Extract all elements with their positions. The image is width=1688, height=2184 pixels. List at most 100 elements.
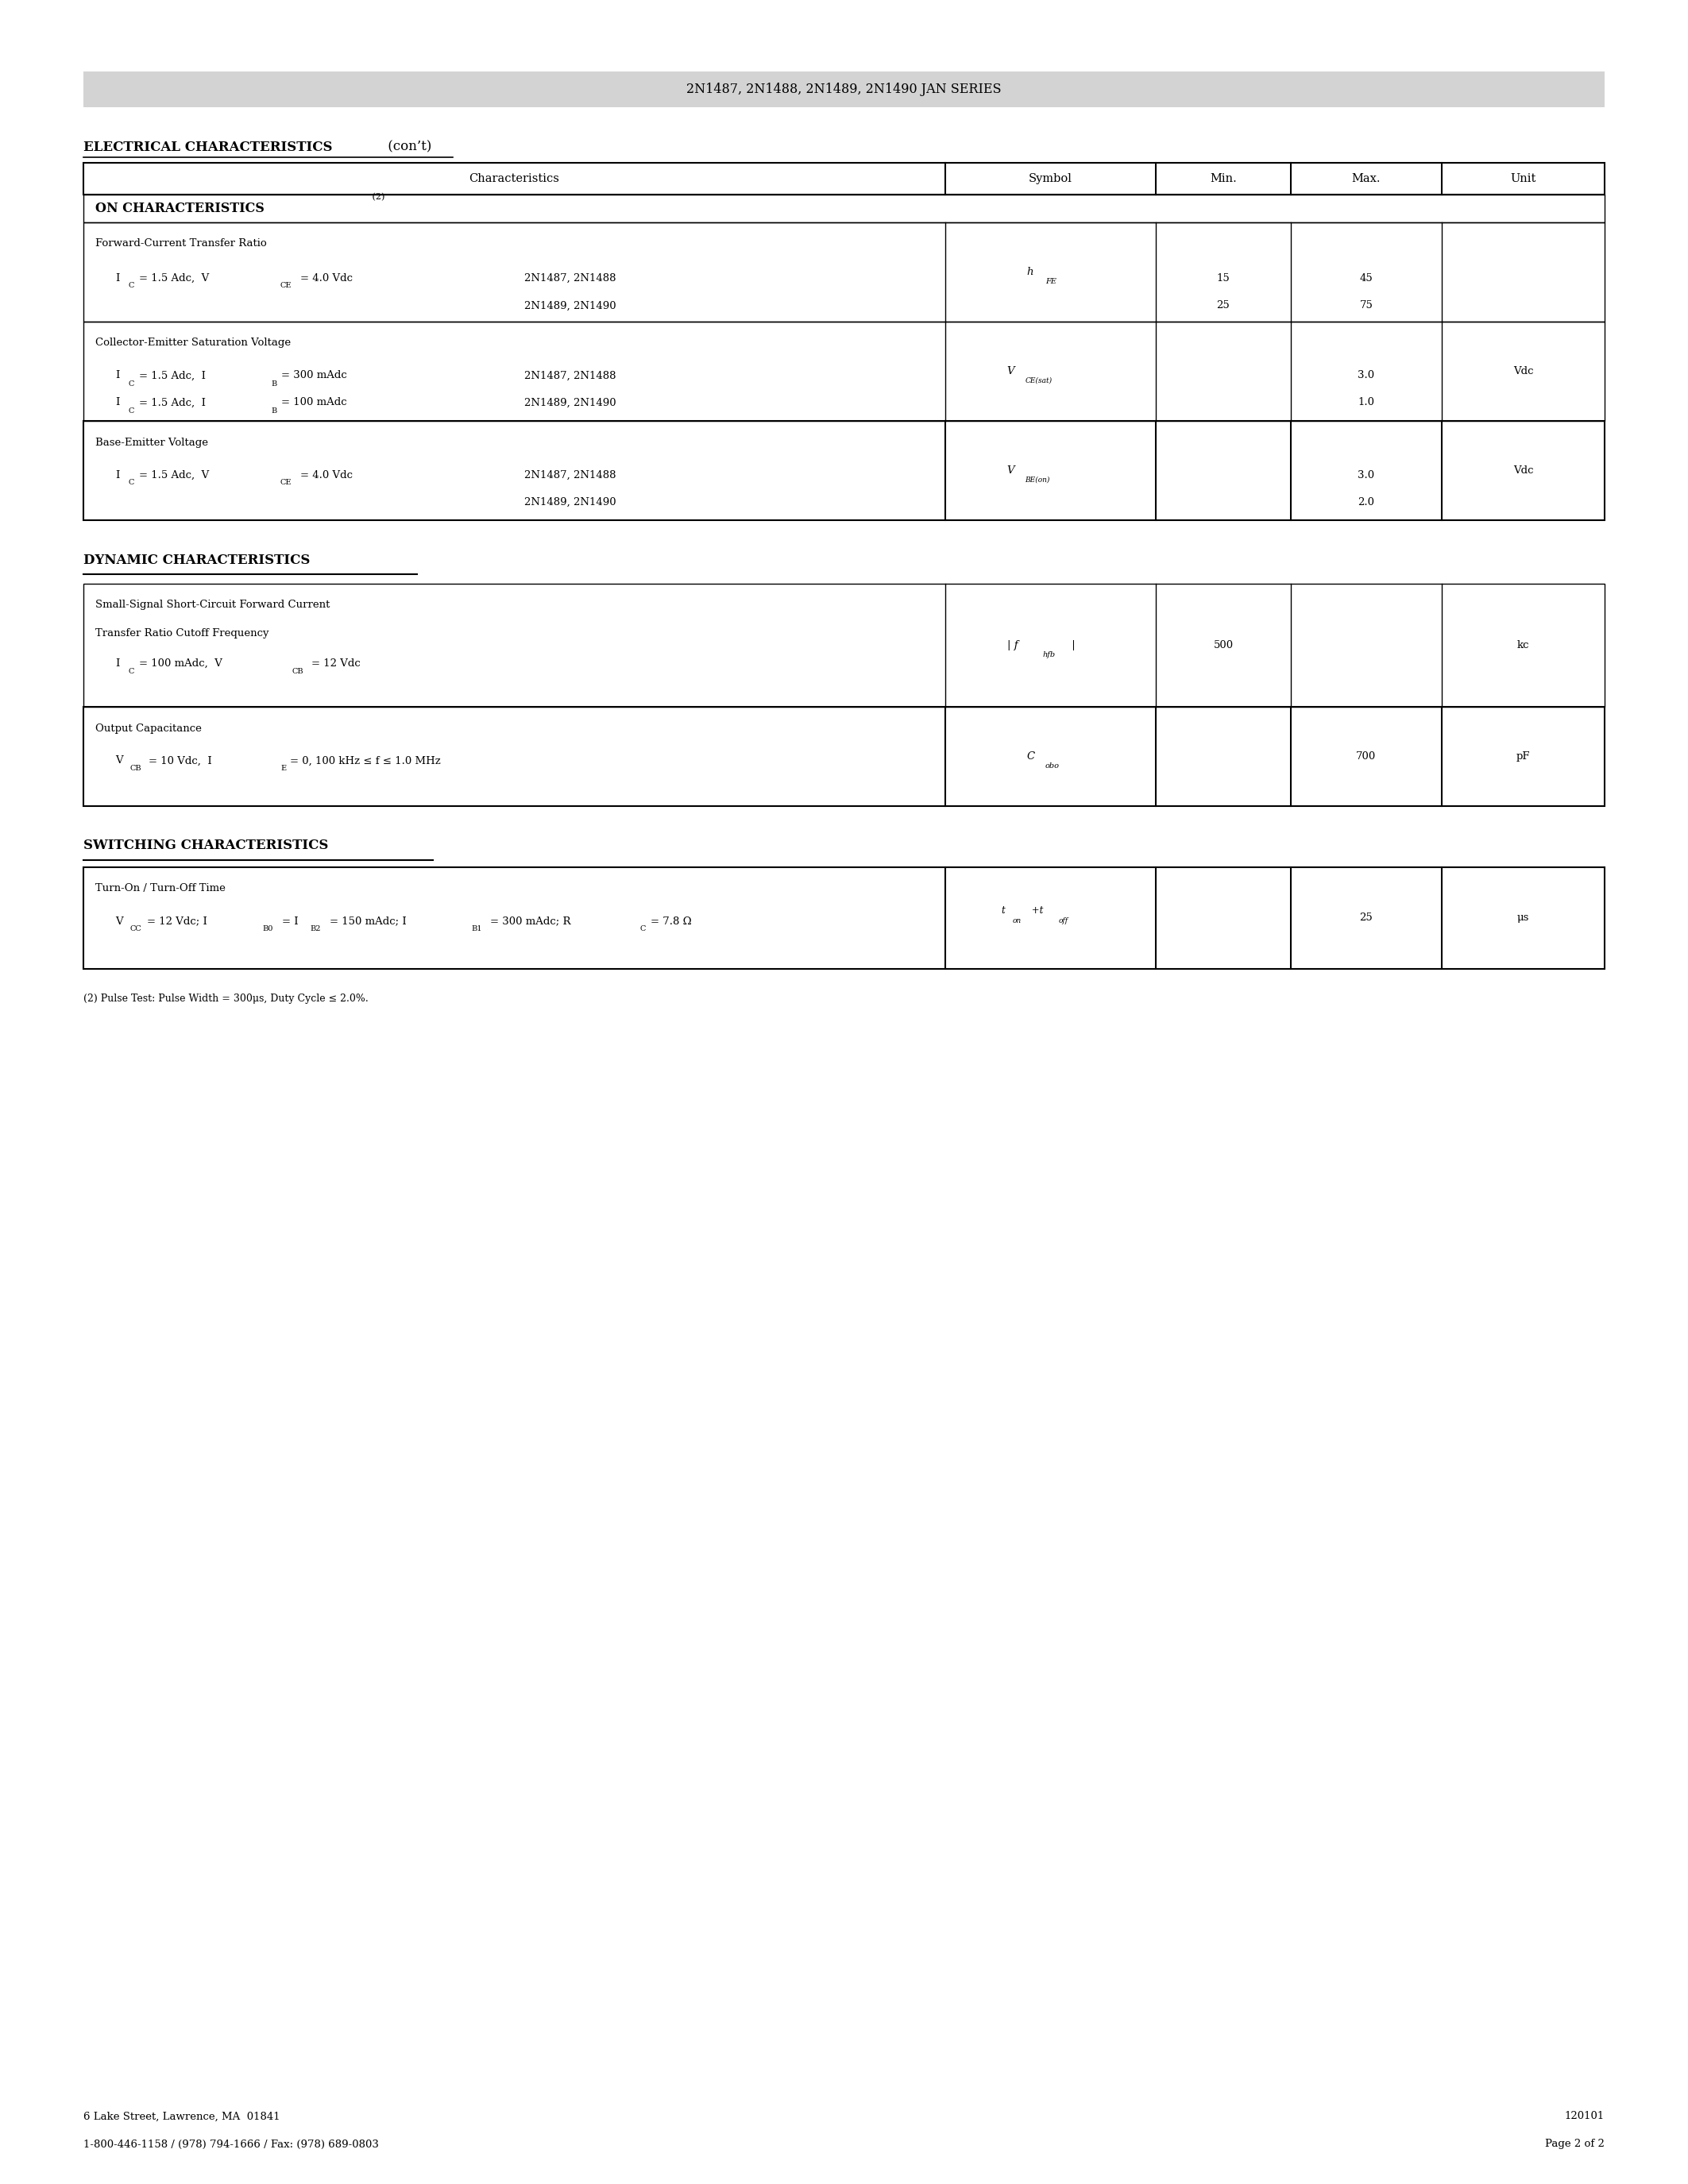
Bar	[83, 223, 1605, 321]
Text: 75: 75	[1359, 301, 1372, 310]
Text: BE(on): BE(on)	[1025, 476, 1050, 483]
Text: B: B	[270, 380, 277, 387]
Text: Turn-On / Turn-Off Time: Turn-On / Turn-Off Time	[95, 885, 226, 893]
Text: Collector-Emitter Saturation Voltage: Collector-Emitter Saturation Voltage	[95, 339, 290, 347]
Text: 45: 45	[1359, 273, 1372, 284]
Text: = 1.5 Adc,  I: = 1.5 Adc, I	[138, 371, 206, 380]
Text: = 12 Vdc; I: = 12 Vdc; I	[147, 915, 208, 926]
Text: = 100 mAdc: = 100 mAdc	[282, 397, 346, 408]
Bar	[83, 72, 1605, 107]
Text: = 1.5 Adc,  I: = 1.5 Adc, I	[138, 397, 206, 408]
Text: I: I	[115, 657, 120, 668]
Text: ON CHARACTERISTICS: ON CHARACTERISTICS	[95, 201, 265, 216]
Text: ELECTRICAL CHARACTERISTICS: ELECTRICAL CHARACTERISTICS	[83, 140, 333, 153]
Text: 2N1489, 2N1490: 2N1489, 2N1490	[525, 301, 616, 310]
Text: Page 2 of 2: Page 2 of 2	[1545, 2138, 1605, 2149]
Text: B: B	[270, 406, 277, 415]
Text: CB: CB	[130, 764, 142, 773]
Text: FE: FE	[1047, 277, 1057, 286]
Text: 1.0: 1.0	[1357, 397, 1374, 408]
Text: B0: B0	[262, 926, 273, 933]
Text: CC: CC	[130, 926, 142, 933]
Text: C: C	[128, 282, 135, 290]
Text: 120101: 120101	[1565, 2112, 1605, 2121]
Text: I: I	[115, 470, 120, 480]
Text: h: h	[1026, 266, 1033, 277]
Text: = 12 Vdc: = 12 Vdc	[311, 657, 361, 668]
Text: 2N1489, 2N1490: 2N1489, 2N1490	[525, 397, 616, 408]
Text: V: V	[1006, 465, 1014, 476]
Text: 6 Lake Street, Lawrence, MA  01841: 6 Lake Street, Lawrence, MA 01841	[83, 2112, 280, 2121]
Text: = 4.0 Vdc: = 4.0 Vdc	[300, 273, 353, 284]
Text: | f: | f	[1006, 640, 1018, 651]
Bar	[83, 422, 1605, 520]
Text: Output Capacitance: Output Capacitance	[95, 723, 201, 734]
Text: CE(sat): CE(sat)	[1025, 378, 1052, 384]
Bar	[83, 194, 1605, 223]
Text: B2: B2	[311, 926, 321, 933]
Text: C: C	[128, 668, 135, 675]
Text: = 300 mAdc; R: = 300 mAdc; R	[490, 915, 571, 926]
Text: Unit: Unit	[1511, 173, 1536, 183]
Bar	[83, 583, 1605, 708]
Text: |: |	[1069, 640, 1075, 651]
Text: = 10 Vdc,  I: = 10 Vdc, I	[149, 756, 213, 767]
Text: = 1.5 Adc,  V: = 1.5 Adc, V	[138, 273, 209, 284]
Text: = 0, 100 kHz ≤ f ≤ 1.0 MHz: = 0, 100 kHz ≤ f ≤ 1.0 MHz	[290, 756, 441, 767]
Text: I: I	[115, 273, 120, 284]
Text: Characteristics: Characteristics	[469, 173, 560, 183]
Text: = I: = I	[282, 915, 299, 926]
Text: Symbol: Symbol	[1028, 173, 1072, 183]
Text: 1-800-446-1158 / (978) 794-1666 / Fax: (978) 689-0803: 1-800-446-1158 / (978) 794-1666 / Fax: (…	[83, 2138, 378, 2149]
Text: (con’t): (con’t)	[383, 140, 432, 153]
Text: V: V	[115, 915, 123, 926]
Text: 2.0: 2.0	[1357, 496, 1374, 507]
Text: = 1.5 Adc,  V: = 1.5 Adc, V	[138, 470, 209, 480]
Text: 15: 15	[1217, 273, 1231, 284]
Text: = 300 mAdc: = 300 mAdc	[282, 371, 348, 380]
Text: off: off	[1058, 917, 1069, 924]
Bar	[83, 867, 1605, 970]
Text: on: on	[1013, 917, 1021, 924]
Text: B1: B1	[471, 926, 481, 933]
Text: Vdc: Vdc	[1512, 367, 1533, 376]
Text: Forward-Current Transfer Ratio: Forward-Current Transfer Ratio	[95, 238, 267, 249]
Text: obo: obo	[1045, 762, 1060, 769]
Text: 25: 25	[1217, 301, 1231, 310]
Text: SWITCHING CHARACTERISTICS: SWITCHING CHARACTERISTICS	[83, 839, 329, 852]
Text: 3.0: 3.0	[1357, 371, 1374, 380]
Text: I: I	[115, 371, 120, 380]
Text: +t: +t	[1028, 904, 1043, 915]
Text: DYNAMIC CHARACTERISTICS: DYNAMIC CHARACTERISTICS	[83, 553, 311, 566]
Bar	[83, 321, 1605, 422]
Text: V: V	[1006, 367, 1014, 376]
Text: I: I	[115, 397, 120, 408]
Text: = 7.8 Ω: = 7.8 Ω	[650, 915, 692, 926]
Text: 2N1487, 2N1488: 2N1487, 2N1488	[525, 273, 616, 284]
Text: CE: CE	[280, 282, 290, 290]
Text: Vdc: Vdc	[1512, 465, 1533, 476]
Text: C: C	[1026, 751, 1035, 762]
Text: 3.0: 3.0	[1357, 470, 1374, 480]
Text: Small-Signal Short-Circuit Forward Current: Small-Signal Short-Circuit Forward Curre…	[95, 601, 329, 609]
Text: 500: 500	[1214, 640, 1234, 651]
Text: E: E	[280, 764, 285, 773]
Text: 2N1489, 2N1490: 2N1489, 2N1490	[525, 496, 616, 507]
Text: 2N1487, 2N1488: 2N1487, 2N1488	[525, 371, 616, 380]
Text: C: C	[128, 478, 135, 487]
Text: C: C	[640, 926, 645, 933]
Text: = 4.0 Vdc: = 4.0 Vdc	[300, 470, 353, 480]
Text: kc: kc	[1518, 640, 1529, 651]
Text: C: C	[128, 380, 135, 387]
Text: Min.: Min.	[1210, 173, 1237, 183]
Text: pF: pF	[1516, 751, 1529, 762]
Text: CB: CB	[292, 668, 304, 675]
Text: = 150 mAdc; I: = 150 mAdc; I	[329, 915, 407, 926]
Text: (2) Pulse Test: Pulse Width = 300μs, Duty Cycle ≤ 2.0%.: (2) Pulse Test: Pulse Width = 300μs, Dut…	[83, 994, 368, 1005]
Text: 25: 25	[1359, 913, 1372, 924]
Text: 2N1487, 2N1488: 2N1487, 2N1488	[525, 470, 616, 480]
Text: Transfer Ratio Cutoff Frequency: Transfer Ratio Cutoff Frequency	[95, 627, 268, 638]
Text: μs: μs	[1518, 913, 1529, 924]
Text: = 100 mAdc,  V: = 100 mAdc, V	[138, 657, 223, 668]
Text: V: V	[115, 756, 123, 767]
